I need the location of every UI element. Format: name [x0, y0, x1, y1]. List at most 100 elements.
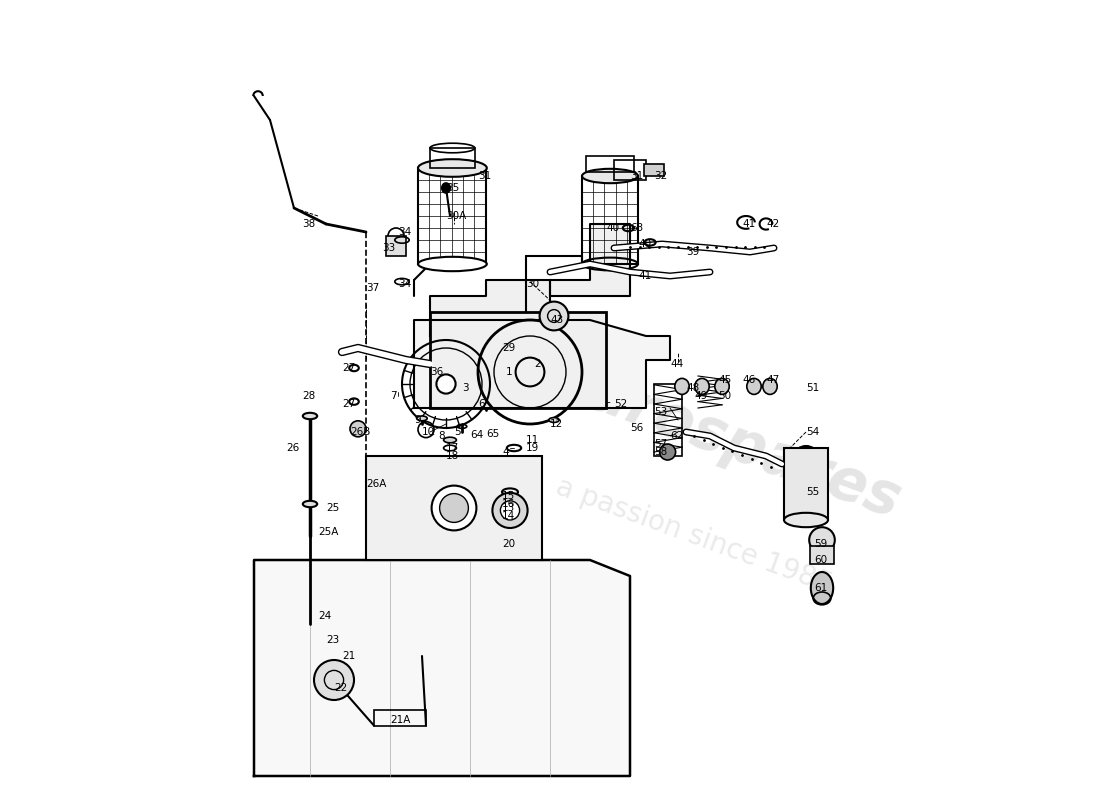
- Text: 26: 26: [286, 443, 299, 453]
- Bar: [654, 384, 682, 456]
- Text: 23: 23: [326, 635, 339, 645]
- Circle shape: [440, 494, 469, 522]
- Text: 33: 33: [382, 243, 395, 253]
- Bar: [386, 236, 406, 256]
- Ellipse shape: [784, 446, 828, 522]
- Text: 21A: 21A: [390, 715, 410, 725]
- Ellipse shape: [443, 437, 456, 443]
- Text: 17: 17: [446, 443, 460, 453]
- Text: 49: 49: [694, 391, 707, 401]
- Bar: [644, 164, 663, 176]
- Circle shape: [314, 660, 354, 700]
- Text: 10: 10: [422, 427, 436, 437]
- Text: 25A: 25A: [318, 527, 339, 537]
- Text: 31: 31: [630, 171, 644, 181]
- Text: 63: 63: [630, 223, 644, 233]
- Text: 24: 24: [318, 611, 331, 621]
- Circle shape: [500, 501, 519, 520]
- Text: 32: 32: [654, 171, 668, 181]
- Text: 26B: 26B: [350, 427, 371, 437]
- Bar: [784, 448, 828, 520]
- Text: 16: 16: [502, 499, 515, 509]
- Text: 18: 18: [446, 451, 460, 461]
- Circle shape: [437, 374, 455, 394]
- Ellipse shape: [302, 501, 317, 507]
- Text: 14: 14: [502, 511, 515, 521]
- Text: 5: 5: [454, 427, 461, 437]
- Text: 34: 34: [398, 279, 411, 289]
- Text: 41: 41: [638, 271, 651, 281]
- Text: 26A: 26A: [366, 479, 386, 489]
- Text: 30: 30: [526, 279, 539, 289]
- Text: 13: 13: [502, 503, 515, 513]
- Bar: [586, 156, 634, 172]
- Ellipse shape: [418, 159, 487, 177]
- Ellipse shape: [442, 183, 450, 193]
- Ellipse shape: [811, 572, 833, 604]
- Text: 52: 52: [614, 399, 627, 409]
- Text: 3: 3: [462, 383, 469, 393]
- Bar: [366, 456, 542, 560]
- Text: 31: 31: [478, 171, 492, 181]
- Text: a passion since 1985: a passion since 1985: [552, 473, 836, 599]
- Text: 21: 21: [342, 651, 355, 661]
- Text: 65: 65: [486, 429, 499, 438]
- Text: 57: 57: [654, 439, 668, 449]
- Text: 53: 53: [654, 407, 668, 417]
- Text: 28: 28: [302, 391, 316, 401]
- Text: 4: 4: [502, 447, 508, 457]
- Text: 20: 20: [502, 539, 515, 549]
- Text: 30A: 30A: [446, 211, 466, 221]
- Bar: [430, 148, 475, 168]
- Bar: [582, 176, 638, 264]
- Text: 27: 27: [342, 363, 355, 373]
- Text: 60: 60: [814, 555, 827, 565]
- Bar: [374, 710, 426, 726]
- Circle shape: [660, 444, 675, 460]
- Circle shape: [350, 421, 366, 437]
- Ellipse shape: [417, 416, 427, 421]
- Text: 59: 59: [814, 539, 827, 549]
- Bar: [614, 160, 646, 180]
- Circle shape: [493, 493, 528, 528]
- Text: 1: 1: [506, 367, 513, 377]
- Circle shape: [540, 302, 569, 330]
- Text: 40: 40: [606, 223, 619, 233]
- Ellipse shape: [695, 378, 710, 394]
- Text: 41: 41: [742, 219, 756, 229]
- Text: 58: 58: [654, 447, 668, 457]
- Circle shape: [810, 527, 835, 553]
- Text: 62: 62: [670, 431, 683, 441]
- Ellipse shape: [674, 378, 690, 394]
- Text: 15: 15: [502, 491, 515, 501]
- Text: 29: 29: [502, 343, 515, 353]
- Text: 61: 61: [814, 583, 827, 593]
- Text: 35: 35: [446, 183, 460, 193]
- Bar: [430, 312, 606, 408]
- Text: 56: 56: [630, 423, 644, 433]
- Text: 2: 2: [534, 359, 540, 369]
- Text: eurospares: eurospares: [543, 350, 909, 530]
- Text: 38: 38: [302, 219, 316, 229]
- Ellipse shape: [582, 169, 638, 183]
- Bar: [418, 168, 486, 264]
- Circle shape: [431, 486, 476, 530]
- Text: 27: 27: [342, 399, 355, 409]
- Text: 47: 47: [766, 375, 779, 385]
- Ellipse shape: [418, 257, 487, 271]
- Text: 55: 55: [806, 487, 820, 497]
- Ellipse shape: [302, 413, 317, 419]
- Text: 36: 36: [430, 367, 443, 377]
- Ellipse shape: [762, 378, 778, 394]
- Polygon shape: [430, 224, 630, 336]
- Text: 42: 42: [766, 219, 779, 229]
- Ellipse shape: [715, 378, 729, 394]
- Polygon shape: [254, 560, 630, 776]
- Text: 19: 19: [526, 443, 539, 453]
- Ellipse shape: [784, 513, 828, 527]
- Text: 6: 6: [478, 399, 485, 409]
- Text: 43: 43: [550, 315, 563, 325]
- Text: 25: 25: [326, 503, 339, 513]
- Bar: [810, 546, 834, 564]
- Polygon shape: [414, 320, 670, 408]
